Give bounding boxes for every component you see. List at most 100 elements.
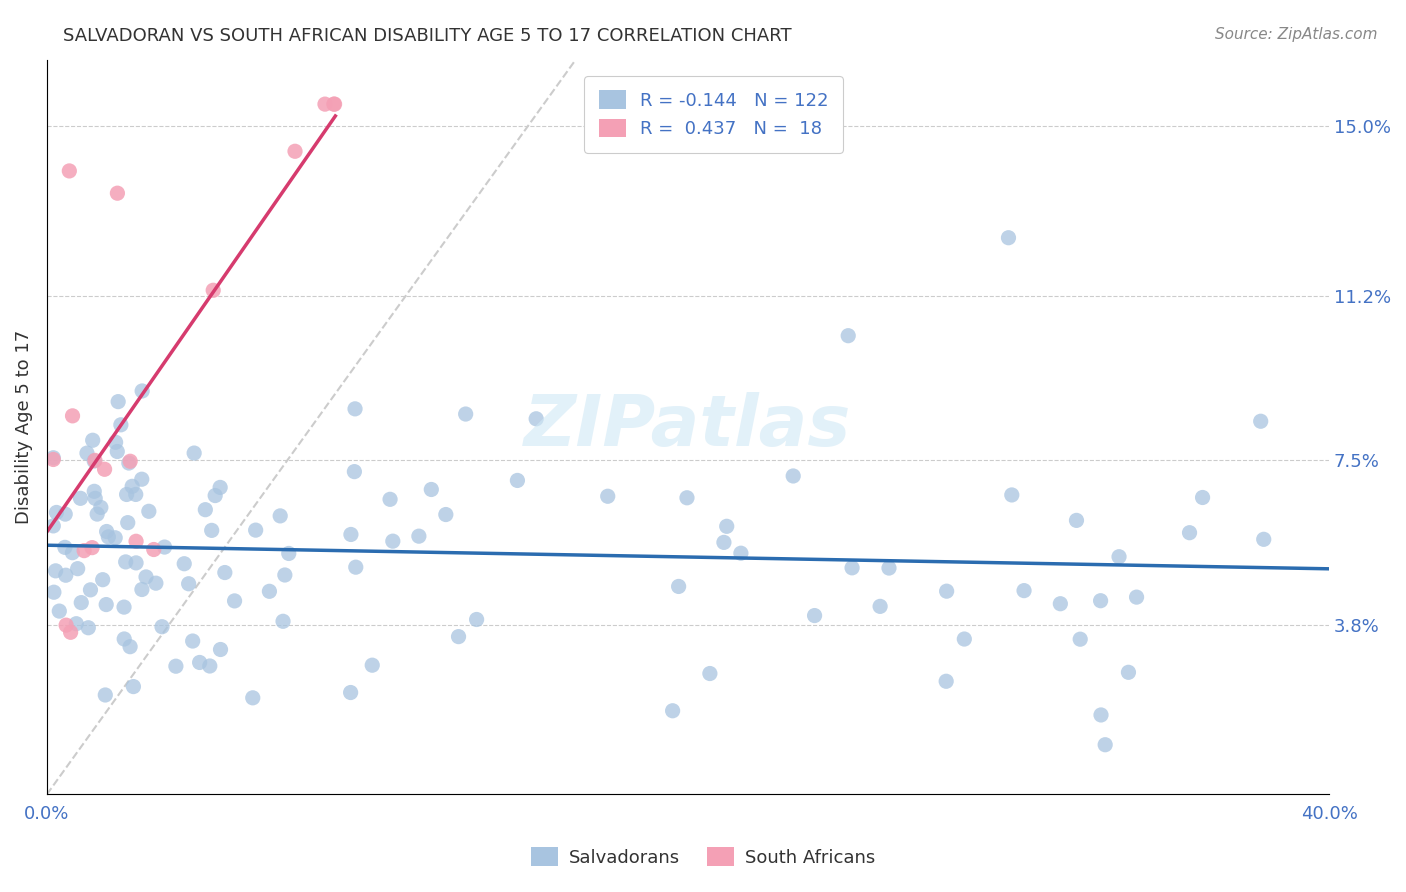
Salvadorans <box>953 632 976 646</box>
Legend: R = -0.144   N = 122, R =  0.437   N =  18: R = -0.144 N = 122, R = 0.437 N = 18 <box>583 76 844 153</box>
Salvadorans <box>782 469 804 483</box>
South Africans <box>55 618 77 632</box>
Salvadorans <box>121 479 143 493</box>
Salvadorans <box>224 594 246 608</box>
South Africans <box>284 145 307 159</box>
Salvadorans <box>1066 513 1088 527</box>
Salvadorans <box>269 508 291 523</box>
Salvadorans <box>118 456 141 470</box>
Salvadorans <box>524 411 547 425</box>
Salvadorans <box>138 504 160 518</box>
Salvadorans <box>94 688 117 702</box>
Salvadorans <box>841 561 863 575</box>
Salvadorans <box>55 568 77 582</box>
Salvadorans <box>1090 593 1112 607</box>
South Africans <box>314 97 336 112</box>
Salvadorans <box>935 584 957 599</box>
Salvadorans <box>713 535 735 549</box>
Salvadorans <box>42 519 65 533</box>
Salvadorans <box>209 480 232 494</box>
Salvadorans <box>131 582 153 597</box>
Salvadorans <box>177 576 200 591</box>
Salvadorans <box>150 620 173 634</box>
Salvadorans <box>120 640 142 654</box>
Salvadorans <box>110 417 132 432</box>
Salvadorans <box>53 507 76 521</box>
Salvadorans <box>79 582 101 597</box>
Salvadorans <box>188 656 211 670</box>
Salvadorans <box>730 546 752 560</box>
Salvadorans <box>83 484 105 499</box>
Salvadorans <box>173 557 195 571</box>
Salvadorans <box>201 524 224 538</box>
Salvadorans <box>86 507 108 521</box>
Salvadorans <box>1069 632 1091 647</box>
Salvadorans <box>97 530 120 544</box>
South Africans <box>323 97 346 112</box>
Salvadorans <box>104 435 127 450</box>
Text: ZIPatlas: ZIPatlas <box>524 392 852 461</box>
Salvadorans <box>661 704 683 718</box>
Salvadorans <box>420 483 443 497</box>
Salvadorans <box>506 474 529 488</box>
Salvadorans <box>339 685 361 699</box>
Salvadorans <box>194 502 217 516</box>
Salvadorans <box>277 546 299 560</box>
Salvadorans <box>70 596 93 610</box>
South Africans <box>107 186 129 201</box>
South Africans <box>59 625 82 640</box>
Salvadorans <box>105 444 128 458</box>
Salvadorans <box>1125 590 1147 604</box>
Salvadorans <box>1191 491 1213 505</box>
Salvadorans <box>104 531 127 545</box>
South Africans <box>84 453 107 467</box>
Salvadorans <box>668 579 690 593</box>
Salvadorans <box>454 407 477 421</box>
Salvadorans <box>112 600 135 615</box>
Salvadorans <box>42 585 65 599</box>
Salvadorans <box>1250 414 1272 428</box>
Salvadorans <box>935 674 957 689</box>
Text: SALVADORAN VS SOUTH AFRICAN DISABILITY AGE 5 TO 17 CORRELATION CHART: SALVADORAN VS SOUTH AFRICAN DISABILITY A… <box>63 27 792 45</box>
Salvadorans <box>45 564 67 578</box>
Salvadorans <box>77 621 100 635</box>
Salvadorans <box>447 630 470 644</box>
South Africans <box>58 164 80 178</box>
Salvadorans <box>378 492 401 507</box>
Salvadorans <box>1178 525 1201 540</box>
Salvadorans <box>48 604 70 618</box>
Salvadorans <box>1253 533 1275 547</box>
Salvadorans <box>165 659 187 673</box>
Salvadorans <box>869 599 891 614</box>
Salvadorans <box>82 434 104 448</box>
Salvadorans <box>716 519 738 533</box>
Salvadorans <box>125 487 148 501</box>
Salvadorans <box>145 576 167 591</box>
Salvadorans <box>676 491 699 505</box>
Salvadorans <box>76 446 98 460</box>
Salvadorans <box>117 516 139 530</box>
Salvadorans <box>1001 488 1024 502</box>
Salvadorans <box>125 556 148 570</box>
Salvadorans <box>66 562 89 576</box>
Salvadorans <box>381 534 404 549</box>
Salvadorans <box>135 570 157 584</box>
Salvadorans <box>42 450 65 465</box>
Salvadorans <box>45 506 67 520</box>
Salvadorans <box>245 523 267 537</box>
Salvadorans <box>204 489 226 503</box>
Salvadorans <box>131 384 153 398</box>
Salvadorans <box>465 612 488 626</box>
Salvadorans <box>214 566 236 580</box>
Salvadorans <box>96 598 118 612</box>
Salvadorans <box>344 560 367 574</box>
Salvadorans <box>90 500 112 515</box>
Salvadorans <box>259 584 281 599</box>
Salvadorans <box>997 231 1019 245</box>
South Africans <box>42 452 65 467</box>
Salvadorans <box>112 632 135 646</box>
Legend: Salvadorans, South Africans: Salvadorans, South Africans <box>523 840 883 874</box>
Salvadorans <box>344 401 367 416</box>
Salvadorans <box>837 328 859 343</box>
South Africans <box>80 541 103 555</box>
